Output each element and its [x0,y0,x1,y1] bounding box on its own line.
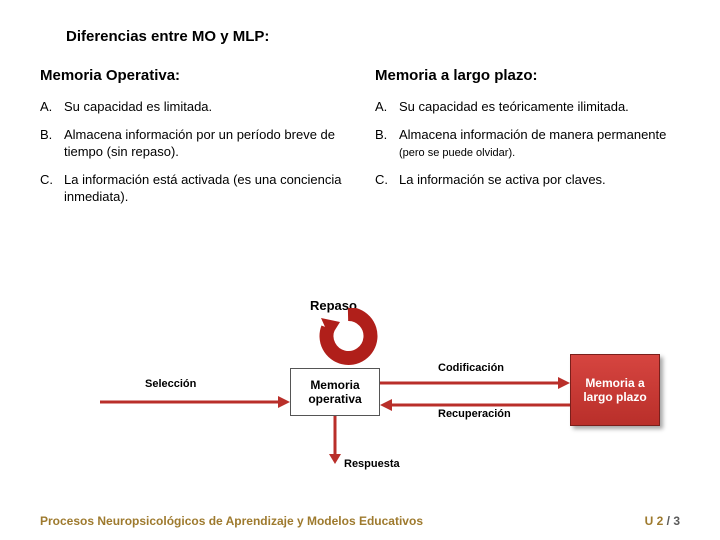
footer-page: U 2 / 3 [645,514,680,528]
footer-title: Procesos Neuropsicológicos de Aprendizaj… [40,514,423,528]
seleccion-label: Selección [145,378,196,390]
memoria-operativa-box: Memoria operativa [290,368,380,416]
list-text: Almacena información de manera permanent… [399,126,680,161]
right-item-a: A. Su capacidad es teóricamente ilimitad… [375,98,680,116]
recuperacion-arrow-icon [380,398,570,412]
left-item-a: A. Su capacidad es limitada. [40,98,345,116]
right-column: Memoria a largo plazo: A. Su capacidad e… [375,67,680,216]
list-text-main: Almacena información de manera permanent… [399,127,666,142]
repaso-arrow-icon [318,308,378,368]
left-heading: Memoria Operativa: [40,67,345,84]
codificacion-label: Codificación [438,362,504,374]
left-item-c: C. La información está activada (es una … [40,171,345,206]
list-letter: B. [375,126,399,161]
right-item-c: C. La información se activa por claves. [375,171,680,189]
left-item-b: B. Almacena información por un período b… [40,126,345,161]
list-letter: C. [40,171,64,206]
list-text: Su capacidad es limitada. [64,98,345,116]
list-letter: C. [375,171,399,189]
list-text: La información está activada (es una con… [64,171,345,206]
list-letter: A. [40,98,64,116]
right-list: A. Su capacidad es teóricamente ilimitad… [375,98,680,188]
respuesta-arrow-icon [327,416,343,464]
right-item-b: B. Almacena información de manera perman… [375,126,680,161]
list-letter: B. [40,126,64,161]
list-text: La información se activa por claves. [399,171,680,189]
memory-diagram: Selección Repaso Memoria operativa Codif… [40,300,680,500]
columns: Memoria Operativa: A. Su capacidad es li… [40,67,680,216]
left-column: Memoria Operativa: A. Su capacidad es li… [40,67,345,216]
memoria-largo-plazo-box: Memoria a largo plazo [570,354,660,426]
footer-unit: U 2 [645,514,664,528]
list-letter: A. [375,98,399,116]
codificacion-arrow-icon [380,376,570,390]
slide-title: Diferencias entre MO y MLP: [66,28,680,45]
right-heading: Memoria a largo plazo: [375,67,680,84]
list-text: Almacena información por un período brev… [64,126,345,161]
respuesta-label: Respuesta [344,458,400,470]
list-text: Su capacidad es teóricamente ilimitada. [399,98,680,116]
footer-pagenum: / 3 [663,514,680,528]
list-text-note: (pero se puede olvidar). [399,147,515,159]
footer-text: Procesos Neuropsicológicos de Aprendizaj… [40,514,423,528]
left-list: A. Su capacidad es limitada. B. Almacena… [40,98,345,206]
slide-footer: Procesos Neuropsicológicos de Aprendizaj… [40,514,680,528]
seleccion-arrow-icon [100,392,290,412]
